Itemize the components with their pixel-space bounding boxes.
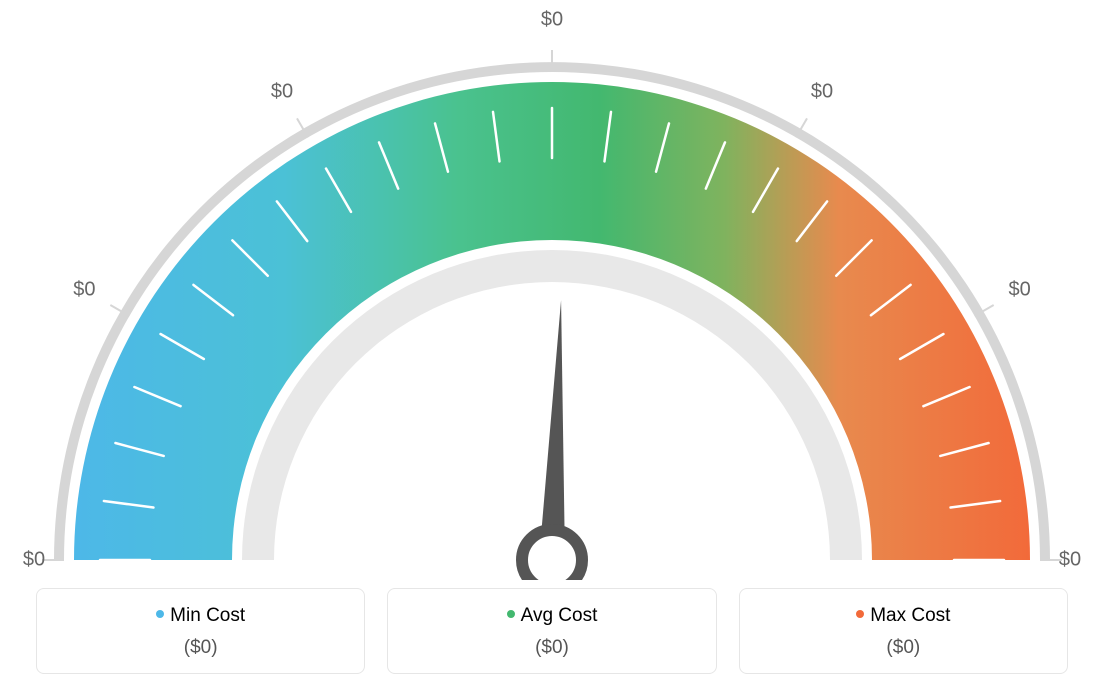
legend-title-max: Max Cost — [750, 605, 1057, 627]
gauge-svg — [22, 20, 1082, 580]
legend-value-max: ($0) — [750, 637, 1057, 659]
legend-card-avg: Avg Cost ($0) — [387, 588, 716, 674]
legend-card-max: Max Cost ($0) — [739, 588, 1068, 674]
gauge-scale-label: $0 — [811, 81, 833, 104]
cost-gauge-container: $0 $0 $0 $0 $0 $0 $0 Min Cost ($0) Avg Cost ($… — [0, 0, 1104, 690]
dot-avg — [507, 610, 515, 618]
gauge-scale-label: $0 — [1059, 549, 1081, 572]
legend-value-min: ($0) — [47, 637, 354, 659]
legend-value-avg: ($0) — [398, 637, 705, 659]
legend-title-avg: Avg Cost — [398, 605, 705, 627]
legend-title-min: Min Cost — [47, 605, 354, 627]
gauge-scale-label: $0 — [23, 549, 45, 572]
dot-max — [856, 610, 864, 618]
gauge-scale-label: $0 — [271, 81, 293, 104]
legend-row: Min Cost ($0) Avg Cost ($0) Max Cost ($0… — [36, 588, 1068, 674]
gauge-scale-label: $0 — [541, 9, 563, 32]
gauge-scale-label: $0 — [1009, 279, 1031, 302]
legend-label-avg: Avg Cost — [521, 605, 598, 626]
legend-label-min: Min Cost — [170, 605, 245, 626]
gauge-scale-label: $0 — [73, 279, 95, 302]
gauge-chart: $0$0$0$0$0$0$0 — [22, 20, 1082, 580]
legend-card-min: Min Cost ($0) — [36, 588, 365, 674]
dot-min — [156, 610, 164, 618]
legend-label-max: Max Cost — [870, 605, 950, 626]
